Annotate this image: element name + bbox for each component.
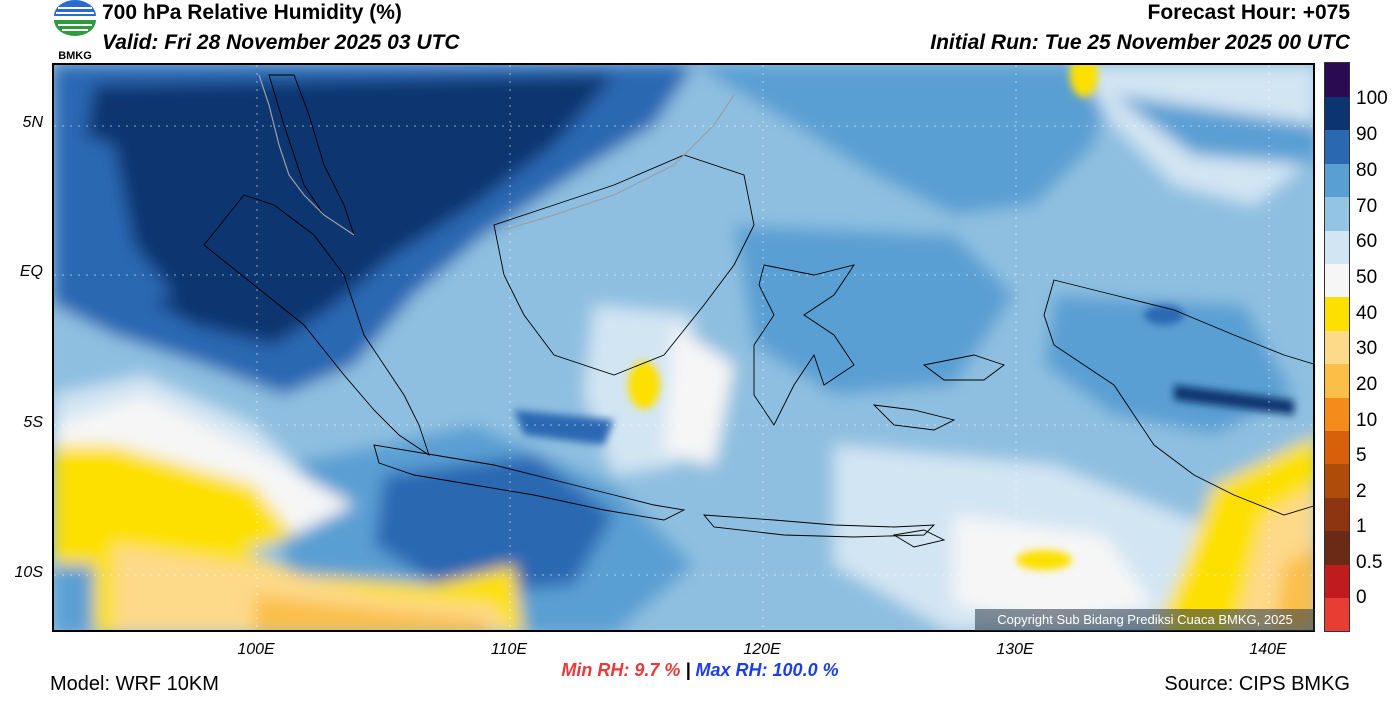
java-outline: [373, 444, 686, 521]
colorbar-segment: [1325, 564, 1349, 599]
lat-label-10s: 10S: [14, 564, 43, 581]
bmkg-logo: BMKG: [50, 0, 100, 62]
lon-label-140e: 140E: [1249, 641, 1287, 658]
colorbar-segment: [1325, 230, 1349, 264]
colorbar-label: 60: [1356, 231, 1378, 252]
valid-time: Valid: Fri 28 November 2025 03 UTC: [102, 31, 460, 54]
colorbar-label: 0.5: [1356, 552, 1383, 573]
colorbar-segment: [1325, 430, 1349, 465]
max-rh-value: 100.0 %: [772, 660, 839, 680]
copyright-notice: Copyright Sub Bidang Prediksi Cuaca BMKG…: [975, 609, 1315, 631]
initial-run: Initial Run: Tue 25 November 2025 00 UTC: [930, 31, 1350, 54]
colorbar-segment: [1325, 196, 1349, 231]
humidity-features: [514, 65, 1294, 570]
data-source: Source: CIPS BMKG: [1164, 673, 1350, 695]
colorbar-label: 40: [1356, 303, 1378, 324]
sumatra-outline: [203, 194, 430, 457]
lon-label-120e: 120E: [743, 641, 781, 658]
colorbar-segment: [1325, 330, 1349, 365]
lon-label-110e: 110E: [490, 641, 528, 658]
humidity-field: [54, 65, 1313, 630]
timor-outline: [892, 529, 946, 548]
colorbar-label: 2: [1356, 481, 1367, 502]
min-rh-value: 9.7 %: [634, 660, 681, 680]
colorbar-segment: [1325, 96, 1349, 131]
coastlines: [203, 74, 1313, 548]
stats-separator: |: [685, 660, 691, 680]
colorbar: [1324, 62, 1350, 632]
colorbar-label: 10: [1356, 410, 1378, 431]
logo-text: BMKG: [58, 50, 92, 62]
min-rh-label: Min RH:: [561, 660, 630, 680]
colorbar-label: 5: [1356, 445, 1367, 466]
malay-peninsula-outline: [268, 74, 355, 237]
colorbar-label: 0: [1356, 587, 1367, 608]
colorbar-segment: [1325, 163, 1349, 198]
humidity-shading: [54, 65, 1313, 630]
model-name: Model: WRF 10KM: [50, 673, 219, 695]
new-guinea-outline: [1043, 279, 1313, 516]
colorbar-segment: [1325, 463, 1349, 498]
sulawesi-outline: [753, 264, 856, 426]
colorbar-segment: [1325, 397, 1349, 432]
colorbar-segment: [1325, 63, 1349, 97]
colorbar-label: 80: [1356, 160, 1378, 181]
map-panel[interactable]: [52, 63, 1315, 632]
forecast-hour: Forecast Hour: +075: [1147, 1, 1351, 24]
map-title: 700 hPa Relative Humidity (%): [102, 1, 402, 24]
colorbar-segment: [1325, 530, 1349, 565]
colorbar-segment: [1325, 597, 1349, 632]
lat-label-5s: 5S: [23, 414, 43, 431]
borders: [258, 74, 735, 236]
colorbar-segment: [1325, 363, 1349, 398]
max-rh-label: Max RH:: [695, 660, 768, 680]
lon-label-100e: 100E: [237, 641, 275, 658]
rh-stats: Min RH: 9.7 % | Max RH: 100.0 %: [0, 660, 1400, 681]
colorbar-segment: [1325, 497, 1349, 532]
colorbar-label: 20: [1356, 374, 1378, 395]
lat-label-eq: EQ: [19, 263, 43, 280]
colorbar-segment: [1325, 296, 1349, 331]
seram-outline: [872, 404, 956, 431]
colorbar-label: 70: [1356, 196, 1378, 217]
lesser-sunda-outline: [702, 514, 936, 538]
colorbar-label: 90: [1356, 124, 1378, 145]
lon-label-130e: 130E: [996, 641, 1034, 658]
colorbar-segment: [1325, 129, 1349, 164]
borneo-outline: [493, 154, 755, 376]
colorbar-label: 50: [1356, 267, 1378, 288]
lat-label-5n: 5N: [22, 114, 43, 131]
colorbar-segment: [1325, 263, 1349, 298]
colorbar-label: 100: [1356, 88, 1388, 109]
colorbar-label: 30: [1356, 338, 1378, 359]
bmkg-logo-icon: BMKG: [54, 0, 96, 62]
halmahera-outline: [922, 354, 1005, 381]
colorbar-label: 1: [1356, 516, 1367, 537]
